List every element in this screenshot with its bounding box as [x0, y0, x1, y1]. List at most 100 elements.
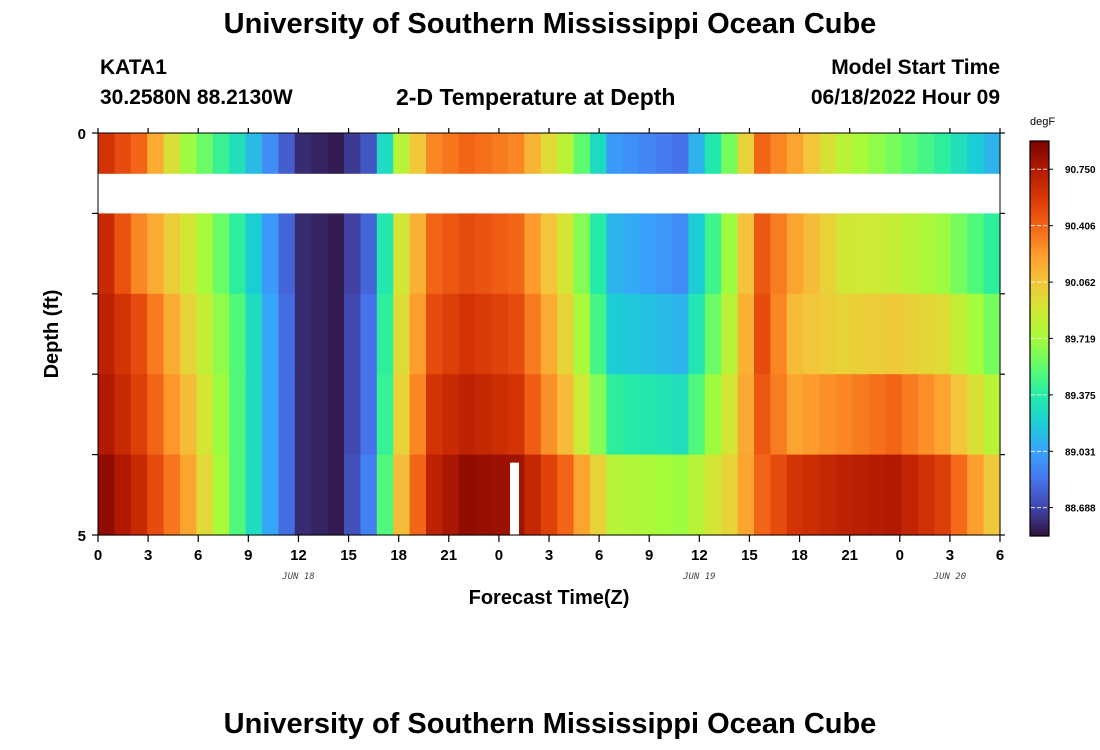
- heatmap-cell: [180, 133, 197, 174]
- heatmap-cell: [639, 133, 657, 174]
- heatmap-cell: [918, 454, 935, 536]
- heatmap-cell: [278, 133, 296, 174]
- heatmap-cell: [918, 374, 935, 456]
- heatmap-cell: [245, 133, 263, 174]
- heatmap-cell: [803, 454, 821, 536]
- heatmap-cell: [278, 454, 296, 536]
- heatmap-cell: [655, 293, 673, 375]
- heatmap-cell: [885, 454, 903, 536]
- heatmap-cell: [130, 454, 148, 536]
- heatmap-cell: [196, 213, 214, 295]
- heatmap-cell: [934, 213, 952, 295]
- heatmap-cell: [721, 374, 739, 456]
- heatmap-cell: [458, 213, 476, 295]
- heatmap-cell: [934, 293, 952, 375]
- heatmap-cell: [376, 374, 394, 456]
- heatmap-cell: [442, 374, 460, 456]
- heatmap-cell: [819, 454, 837, 536]
- heatmap-cell: [655, 133, 673, 174]
- heatmap-cell: [180, 374, 197, 456]
- x-tick-label: 0: [896, 547, 904, 564]
- heatmap-cell: [786, 293, 804, 375]
- x-tick-label: 18: [791, 547, 808, 564]
- heatmap-cell: [196, 374, 214, 456]
- heatmap-cell: [311, 454, 329, 536]
- x-tick-label: 0: [495, 547, 503, 564]
- heatmap-cell: [475, 133, 493, 174]
- y-tick-label: 5: [78, 528, 86, 545]
- heatmap-cell: [967, 374, 985, 456]
- heatmap-cell: [491, 133, 509, 174]
- heatmap-cell: [573, 374, 591, 456]
- colorbar-tick-label: 89.375: [1065, 391, 1096, 402]
- heatmap-cell: [409, 454, 427, 536]
- heatmap-cell: [540, 133, 558, 174]
- heatmap-cell: [836, 454, 853, 536]
- heatmap-cell: [98, 133, 115, 174]
- heatmap-cell: [196, 293, 214, 375]
- heatmap-cell: [950, 293, 968, 375]
- heatmap-cell: [229, 454, 247, 536]
- colorbar-tick-label: 89.719: [1065, 334, 1096, 345]
- heatmap-cell: [852, 374, 870, 456]
- heatmap-cell: [393, 454, 411, 536]
- heatmap-cell: [983, 133, 1001, 174]
- x-tick-label: 6: [194, 547, 202, 564]
- heatmap-cell: [901, 293, 919, 375]
- x-tick-label: 21: [841, 547, 858, 564]
- heatmap-cell: [262, 133, 279, 174]
- heatmap-cell: [836, 374, 853, 456]
- heatmap-cell: [770, 133, 788, 174]
- x-tick-label: 18: [390, 547, 407, 564]
- heatmap-cell: [721, 454, 739, 536]
- heatmap-cell: [704, 133, 722, 174]
- colorbar-tick-label: 90.062: [1065, 278, 1096, 289]
- heatmap-cell: [606, 293, 624, 375]
- heatmap-cell: [475, 293, 493, 375]
- heatmap-cell: [294, 293, 312, 375]
- heatmap-cell: [245, 374, 263, 456]
- heatmap-cell: [557, 213, 575, 295]
- heatmap-cell: [393, 213, 411, 295]
- heatmap-cell: [967, 454, 985, 536]
- heatmap-cell: [180, 213, 197, 295]
- heatmap-cell: [786, 133, 804, 174]
- heatmap-cell: [147, 293, 165, 375]
- heatmap-cell: [327, 213, 345, 295]
- heatmap-cell: [967, 213, 985, 295]
- heatmap-cell: [704, 374, 722, 456]
- heatmap-cell: [573, 293, 591, 375]
- heatmap-cell: [622, 133, 640, 174]
- station-location: 30.2580N 88.2130W: [100, 86, 293, 109]
- heatmap-cell: [327, 133, 345, 174]
- heatmap-cell: [524, 454, 542, 536]
- heatmap-cell: [557, 293, 575, 375]
- footer-title: University of Southern Mississippi Ocean…: [223, 708, 877, 740]
- station-id: KATA1: [100, 56, 167, 79]
- heatmap-cell: [770, 454, 788, 536]
- heatmap-cell: [524, 374, 542, 456]
- heatmap-cell: [688, 374, 706, 456]
- heatmap-cell: [573, 133, 591, 174]
- heatmap-cell: [393, 293, 411, 375]
- heatmap-cell: [983, 454, 1001, 536]
- heatmap-cell: [130, 133, 148, 174]
- heatmap-cell: [130, 374, 148, 456]
- x-tick-label: 6: [595, 547, 603, 564]
- heatmap-cell: [819, 293, 837, 375]
- heatmap-cell: [212, 293, 230, 375]
- heatmap-cell: [803, 293, 821, 375]
- heatmap-cell: [606, 133, 624, 174]
- x-axis-label: Forecast Time(Z): [469, 587, 630, 609]
- heatmap-cell: [885, 133, 903, 174]
- missing-data-gap: [510, 462, 520, 535]
- heatmap-cell: [229, 293, 247, 375]
- x-tick-label: 3: [946, 547, 954, 564]
- heatmap-cell: [426, 374, 443, 456]
- x-tick-label: 3: [144, 547, 152, 564]
- heatmap-cell: [737, 374, 755, 456]
- heatmap-cell: [262, 454, 279, 536]
- heatmap-cell: [180, 454, 197, 536]
- colorbar-tick-label: 90.750: [1065, 165, 1096, 176]
- heatmap-cell: [212, 213, 230, 295]
